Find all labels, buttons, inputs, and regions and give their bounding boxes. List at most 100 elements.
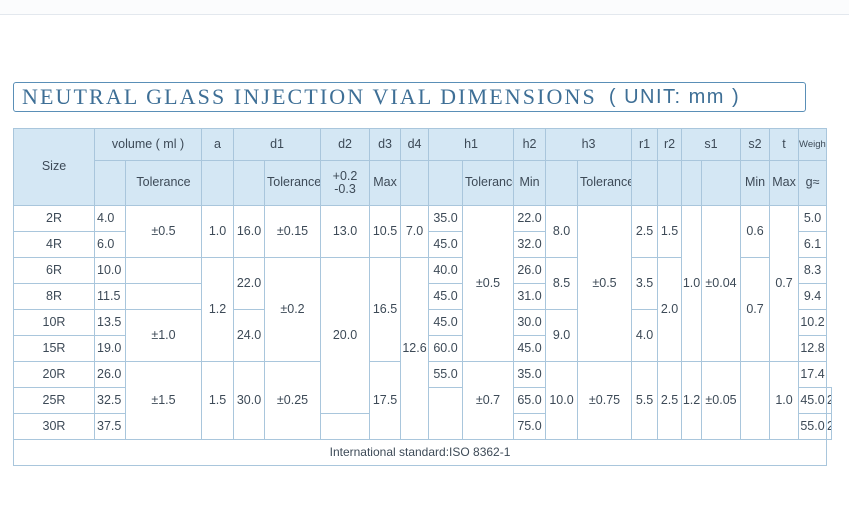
t-cell: 0.7: [769, 205, 800, 362]
h2-cell: 35.0: [513, 361, 547, 388]
s1-cell: 1.0: [681, 205, 703, 362]
r1-cell: 5.5: [631, 361, 659, 440]
d4-cell: [320, 413, 371, 440]
h1-cell: 40.0: [428, 257, 464, 284]
header-s1-value: [681, 160, 703, 206]
h3-cell: 9.0: [545, 309, 579, 362]
header-h2: h2: [513, 128, 547, 161]
weight-cell: 12.8: [798, 335, 828, 362]
weight-cell: 8.3: [798, 257, 828, 284]
volume-tolerance-cell: ±0.5: [124, 205, 203, 258]
d1-cell: 22.0: [233, 257, 266, 310]
header-r1-value: [631, 160, 659, 206]
d1-cell: 30.0: [233, 361, 266, 440]
size-cell: 25R: [13, 387, 95, 414]
weight-cell: 17.4: [798, 361, 828, 388]
d3-cell: 16.5: [369, 257, 402, 362]
volume-tolerance-cell: [124, 257, 203, 284]
r1-cell: 3.5: [631, 257, 659, 310]
top-edge-strip: [0, 0, 849, 15]
header-d1-tolerance: Tolerance: [264, 160, 322, 206]
r1-cell: 2.5: [631, 205, 659, 258]
d2-plus-tolerance: +0.2: [332, 168, 358, 183]
d3-cell: 17.5: [369, 361, 402, 440]
r2-cell: 2.5: [657, 361, 683, 440]
s2-cell: 0.6: [740, 205, 771, 258]
table-row: 4R 6.0 45.0 32.0 6.1: [13, 231, 832, 258]
h1-cell: 45.0: [428, 283, 464, 310]
header-r2: r2: [657, 128, 683, 161]
h1-cell: 60.0: [428, 335, 464, 362]
size-cell: 15R: [13, 335, 95, 362]
table-row: 15R 19.0 60.0 45.0 12.8: [13, 335, 832, 362]
header-h1: h1: [428, 128, 515, 161]
a-cell: 1.0: [201, 205, 235, 258]
volume-cell: 11.5: [94, 283, 126, 310]
h3-cell: 8.0: [545, 205, 579, 258]
header-volume: volume ( ml ): [93, 128, 203, 161]
header-s1-tolerance: [701, 160, 742, 206]
d1-tolerance-cell: ±0.15: [264, 205, 322, 258]
weight-cell: 5.0: [798, 205, 828, 232]
header-s2-min: Min: [740, 160, 771, 206]
volume-tolerance-cell: ±1.5: [124, 361, 203, 440]
header-h3: h3: [545, 128, 633, 161]
d1-cell: 16.0: [233, 205, 266, 258]
volume-cell: 10.0: [94, 257, 126, 284]
header-row-2: Tolerance Tolerance +0.2 -0.3 Max Toleran…: [14, 160, 832, 206]
s2-cell: [740, 361, 771, 440]
header-a-value: [201, 160, 235, 206]
s1-tolerance-cell: ±0.05: [701, 361, 742, 440]
table-row: 25R 32.5 65.0 45.0 20.0: [13, 387, 832, 440]
weight-cell: 20.0: [826, 387, 832, 414]
table-title: NEUTRAL GLASS INJECTION VIAL DIMENSIONS: [22, 84, 597, 109]
weight-cell: 6.1: [798, 231, 828, 258]
size-cell: 20R: [13, 361, 95, 388]
h1-cell: 65.0: [513, 387, 547, 414]
h1-tolerance-cell: ±0.5: [462, 205, 515, 362]
d2-cell: [428, 387, 464, 440]
volume-cell: 6.0: [94, 231, 126, 258]
h2-cell: 31.0: [513, 283, 547, 310]
size-cell: 2R: [13, 205, 95, 232]
header-d3: d3: [369, 128, 402, 161]
h2-cell: 26.0: [513, 257, 547, 284]
header-d2-tolerance: +0.2 -0.3: [320, 160, 371, 206]
d2-cell: 20.0: [320, 257, 371, 414]
h1-cell: 55.0: [428, 361, 464, 388]
t-cell: 1.0: [769, 361, 800, 440]
h1-cell: 75.0: [513, 413, 547, 440]
header-s2: s2: [740, 128, 771, 161]
header-size: Size: [13, 128, 95, 206]
header-t-max: Max: [769, 160, 800, 206]
header-h3-value: [545, 160, 579, 206]
header-d1-value: [233, 160, 266, 206]
weight-cell: 10.2: [798, 309, 828, 336]
dimensions-table: Size volume ( ml ) a d1 d2 d3 d4 h1 h2 h…: [12, 128, 832, 466]
table-row: 8R 11.5 45.0 31.0 9.4: [13, 283, 832, 310]
h1-cell: 45.0: [428, 231, 464, 258]
table-row: 6R 10.0 1.2 22.0 ±0.2 20.0 16.5 12.6 40.…: [13, 257, 832, 440]
d3-cell: 10.5: [369, 205, 402, 258]
h1-tolerance-cell: ±0.7: [462, 361, 515, 440]
header-r1: r1: [631, 128, 659, 161]
standard-note: International standard:ISO 8362-1: [12, 439, 828, 466]
volume-tolerance-cell: [124, 283, 203, 310]
a-cell: 1.5: [201, 361, 235, 440]
h1-cell: 35.0: [428, 205, 464, 232]
h2-cell: 45.0: [798, 387, 828, 414]
size-cell: 10R: [13, 309, 95, 336]
d2-cell: 13.0: [320, 205, 371, 258]
h3-tolerance-cell: ±0.75: [577, 361, 633, 440]
table-row: 2R 4.0 ±0.5 1.0 16.0 ±0.15 13.0 10.5 7.0…: [13, 205, 832, 362]
header-volume-value: [94, 160, 126, 206]
volume-cell: 37.5: [94, 413, 126, 440]
header-r2-value: [657, 160, 683, 206]
r1-cell: 4.0: [631, 309, 659, 362]
volume-cell: 13.5: [94, 309, 126, 336]
size-cell: 30R: [13, 413, 95, 440]
r2-cell: 2.0: [657, 257, 683, 362]
d4-cell: 12.6: [400, 257, 430, 440]
volume-cell: 32.5: [94, 387, 126, 414]
volume-cell: 19.0: [94, 335, 126, 362]
